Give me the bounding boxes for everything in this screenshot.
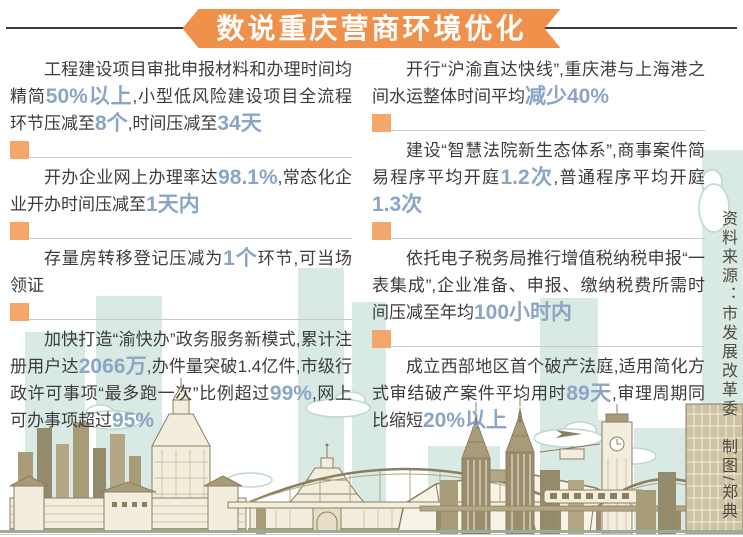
great-hall <box>248 443 406 533</box>
page-title: 数说重庆营商环境优化 <box>216 12 527 44</box>
stat-block: 成立西部地区首个破产法庭,适用简化方式审结破产案件平均用时89天,审理周期同比缩… <box>372 353 705 434</box>
divider-line <box>391 346 705 347</box>
bullet-square-icon <box>10 141 29 159</box>
divider-line <box>391 130 705 131</box>
section-divider <box>10 303 352 321</box>
stat-number: 8个 <box>95 112 128 135</box>
section-divider <box>10 141 352 159</box>
stat-number: 50%以上 <box>45 85 133 108</box>
stat-text: 建设“智慧法院新生态体系”,商事案件简易程序平均开庭 <box>372 141 705 187</box>
monorail <box>419 489 743 533</box>
stat-block: 加快打造“渝快办”政务服务新模式,累计注册用户达2066万,办件量突破1.4亿件… <box>10 326 352 434</box>
section-divider <box>372 114 705 132</box>
stat-number: 1.2次 <box>500 166 554 189</box>
stat-number: 95% <box>112 409 155 432</box>
stat-number: 89天 <box>566 382 612 405</box>
stat-text: 环节,可当场领证 <box>10 249 352 295</box>
stat-block: 开办企业网上办理率达98.1%,常态化企业开办时间压减至1天内 <box>10 164 352 218</box>
city-wall <box>9 475 247 533</box>
section-divider <box>372 222 705 240</box>
title-banner: 数说重庆营商环境优化 <box>183 9 561 48</box>
stat-number: 100小时内 <box>474 301 573 324</box>
ground-line <box>0 530 743 533</box>
stat-text: 开办企业网上办理率达 <box>44 168 219 187</box>
stat-number: 2066万 <box>78 355 147 378</box>
stat-block: 依托电子税务局推行增值税纳税申报“一表集成”,企业准备、申报、缴纳税费所需时间压… <box>372 245 705 326</box>
theater-building <box>397 471 629 533</box>
stat-number: 99% <box>269 382 312 405</box>
section-divider <box>372 330 705 348</box>
bullet-square-icon <box>10 303 29 321</box>
stat-number: 1.3次 <box>372 193 423 216</box>
divider-line <box>29 238 352 239</box>
stat-text: ,普通程序平均开庭 <box>553 168 705 187</box>
section-divider <box>10 222 352 240</box>
stat-text: ,常态化企业开办时间压减至 <box>10 168 352 214</box>
bullet-square-icon <box>10 222 29 240</box>
stat-number: 减少40% <box>525 85 610 108</box>
stat-text: 存量房转移登记压减为 <box>44 249 224 268</box>
stats-left-column: 工程建设项目审批申报材料和办理时间均精简50%以上,小型低风险建设项目全流程环节… <box>10 56 352 434</box>
stat-block: 工程建设项目审批申报材料和办理时间均精简50%以上,小型低风险建设项目全流程环节… <box>10 56 352 137</box>
stats-columns: 工程建设项目审批申报材料和办理时间均精简50%以上,小型低风险建设项目全流程环节… <box>10 56 705 434</box>
left-towers <box>18 422 141 532</box>
stat-text: ,时间压减至 <box>127 114 218 133</box>
arch-bridge <box>227 467 613 534</box>
cable-car <box>539 443 601 460</box>
source-note: 资料来源：市发展改革委 制图/郑典 <box>719 210 736 522</box>
stat-number: 98.1% <box>218 166 278 189</box>
stat-block: 建设“智慧法院新生态体系”,商事案件简易程序平均开庭1.2次,普通程序平均开庭 1… <box>372 137 705 218</box>
stat-number: 1个 <box>223 247 258 270</box>
bullet-square-icon <box>372 114 391 132</box>
stat-text: 工程建设项目审批申报材料和办理时间均精简 <box>10 60 352 106</box>
bullet-square-icon <box>372 330 391 348</box>
divider-line <box>29 157 352 158</box>
stat-block: 开行“沪渝直达快线”,重庆港与上海港之间水运整体时间平均减少40% <box>372 56 705 110</box>
stat-text: 依托电子税务局推行增值税纳税申报“一表集成”,企业准备、申报、缴纳税费所需时间压… <box>372 249 705 322</box>
divider-line <box>391 238 705 239</box>
stat-text: ,小型低风险建设项目全流程环节压减至 <box>10 87 353 133</box>
stats-right-column: 开行“沪渝直达快线”,重庆港与上海港之间水运整体时间平均减少40% 建设“智慧法院… <box>372 56 705 434</box>
bullet-square-icon <box>372 222 391 240</box>
stat-number: 1天内 <box>146 193 200 216</box>
divider-line <box>29 319 352 320</box>
stat-number: 34天 <box>217 112 262 135</box>
stat-number: 20%以上 <box>423 409 508 432</box>
stat-block: 存量房转移登记压减为1个环节,可当场领证 <box>10 245 352 299</box>
stat-text: 开行“沪渝直达快线”,重庆港与上海港之间水运整体时间平均 <box>372 60 705 106</box>
